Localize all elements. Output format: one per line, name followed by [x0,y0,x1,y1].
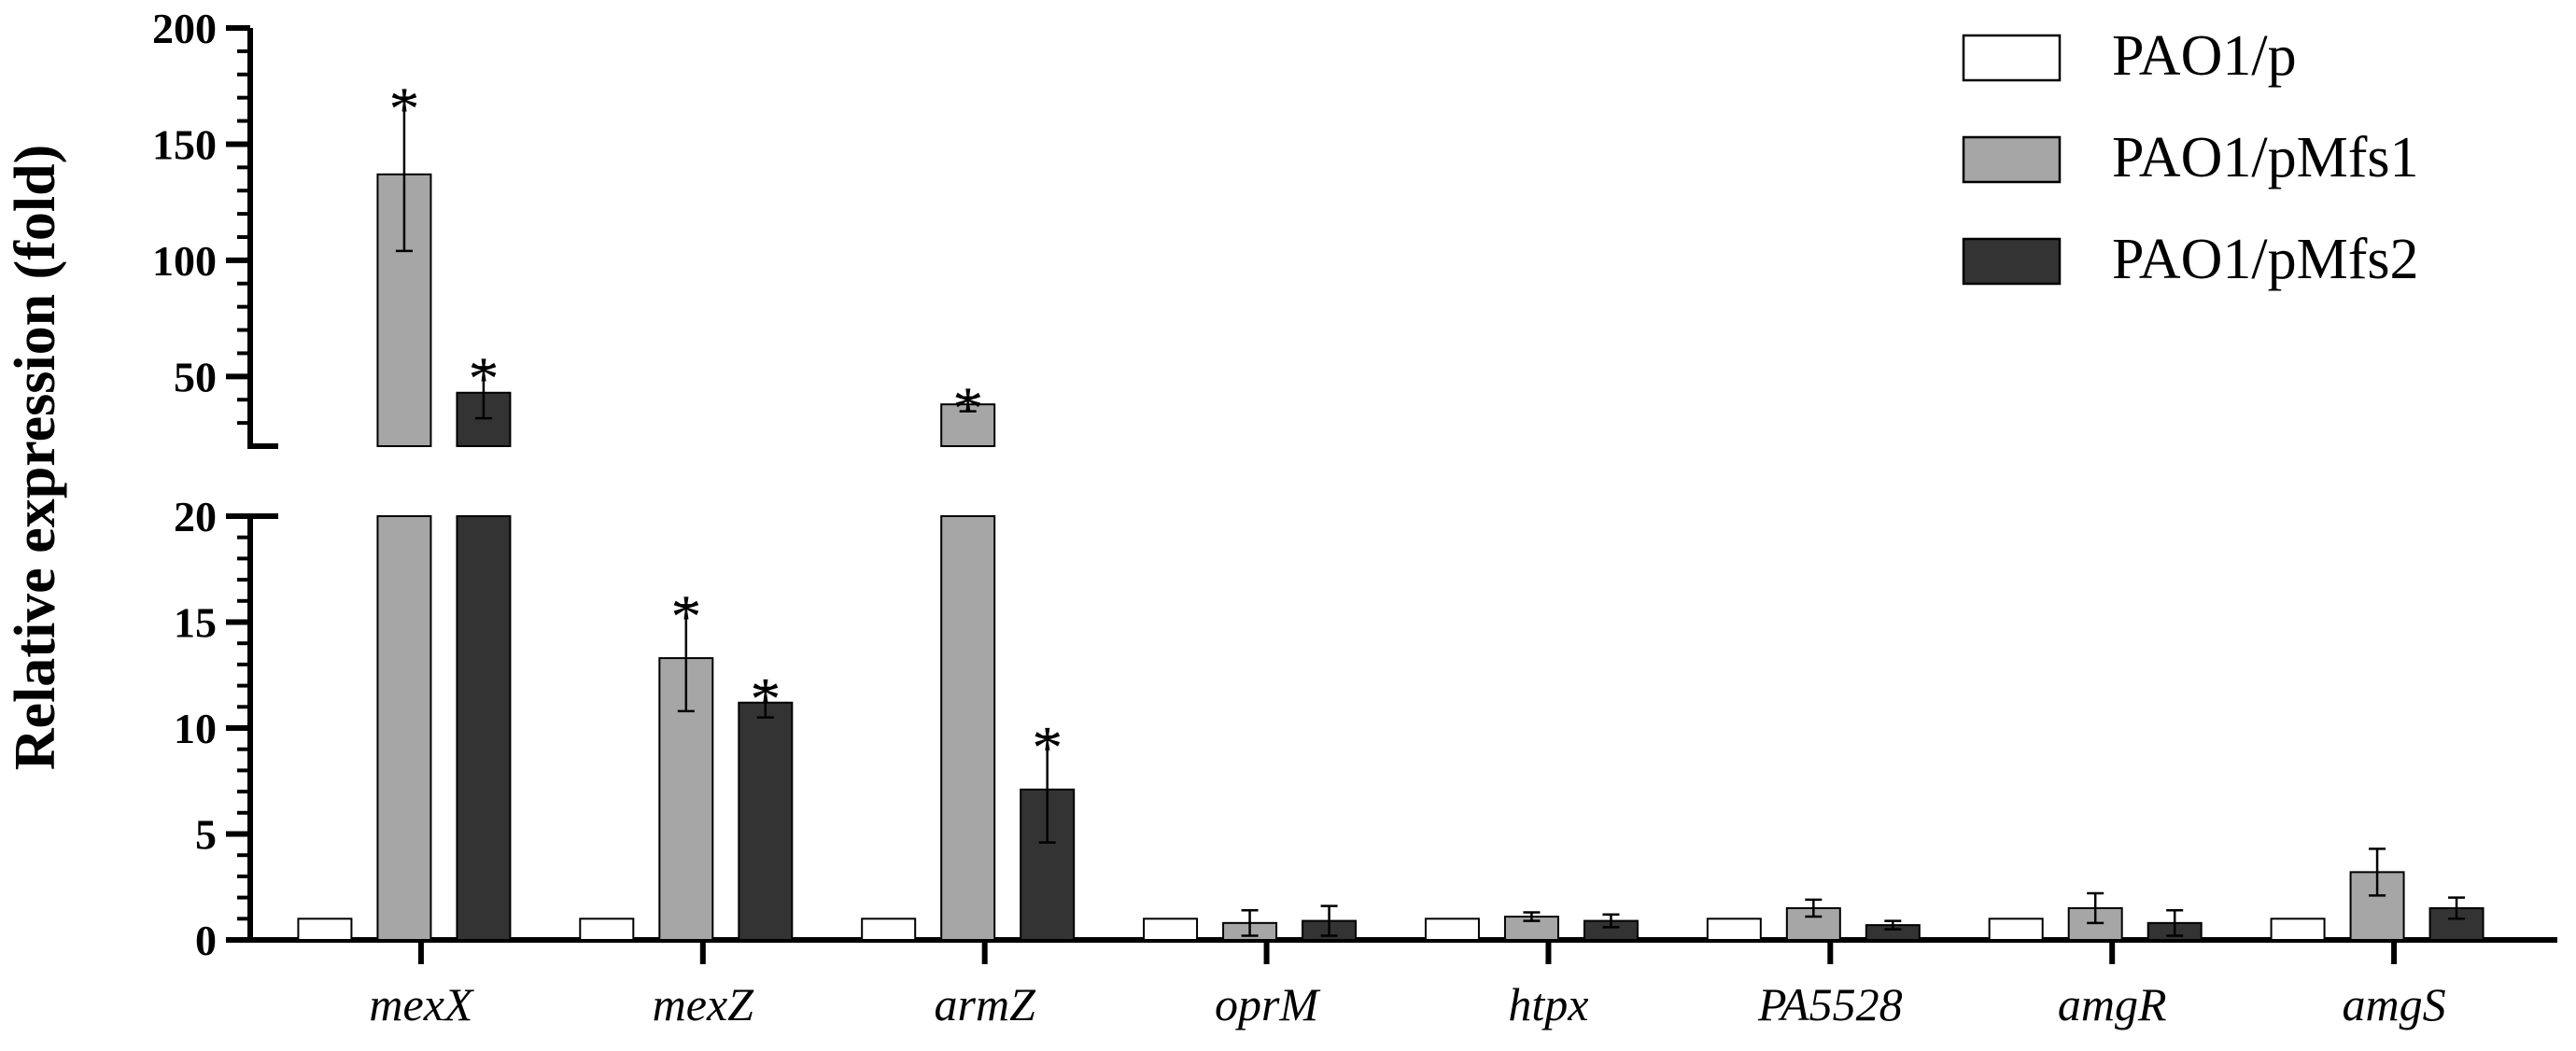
category-label: amgR [2058,978,2167,1030]
y-tick-label: 100 [152,237,217,285]
bar [1988,918,2044,941]
significance-star: * [670,582,701,651]
legend-label: PAO1/pMfs2 [2112,228,2418,291]
legend-swatch [1962,135,2062,184]
significance-star: * [952,375,983,443]
significance-star: * [388,76,419,144]
category-label: oprM [1215,978,1320,1030]
legend-label: PAO1/pMfs1 [2112,126,2418,189]
y-tick-label: 5 [195,811,217,859]
category-label: armZ [935,978,1037,1030]
category-label: mexX [369,978,474,1030]
bar [1424,918,1480,941]
y-tick-label: 10 [174,705,217,752]
legend-label: PAO1/p [2112,24,2297,88]
category-label: htpx [1508,978,1588,1030]
y-tick-label: 200 [152,5,217,52]
category-labels: mexX mexZ armZ oprM htpx PA5528 amgR amgS [369,940,2446,1030]
y-tick-label: 150 [152,120,217,168]
bar [297,918,353,941]
y-axis-label-group: Relative expression (fold) [4,145,67,770]
significance-star: * [750,666,781,734]
significance-star: * [468,344,499,413]
y-axis-label: Relative expression (fold) [4,145,67,770]
error-bars [395,96,2466,937]
bar-segment-lower [456,515,512,941]
bar-segment-lower [940,515,996,941]
y-tick-label: 15 [174,599,217,647]
bar [2270,918,2326,941]
y-tick-label: 50 [174,353,217,400]
bar [579,918,635,941]
bar [861,918,917,941]
category-label: PA5528 [1757,978,1903,1030]
bar [1143,918,1199,941]
y-tick-label: 20 [174,493,217,540]
bar [738,701,794,942]
legend: PAO1/p PAO1/pMfs1 PAO1/pMfs2 [1962,24,2418,291]
category-label: amgS [2343,978,2446,1030]
y-tick-label: 0 [195,917,217,964]
category-label: mexZ [653,978,754,1030]
bars [297,173,2485,942]
legend-swatch [1962,34,2062,82]
bar [1706,918,1762,941]
y-axis-ticks: 0 5 10 15 20 50 100 150 200 [152,5,250,964]
significance-markers: * * * * * * [388,76,1063,782]
significance-star: * [1032,714,1063,782]
legend-swatch [1962,237,2062,286]
bar-segment-lower [376,515,432,941]
